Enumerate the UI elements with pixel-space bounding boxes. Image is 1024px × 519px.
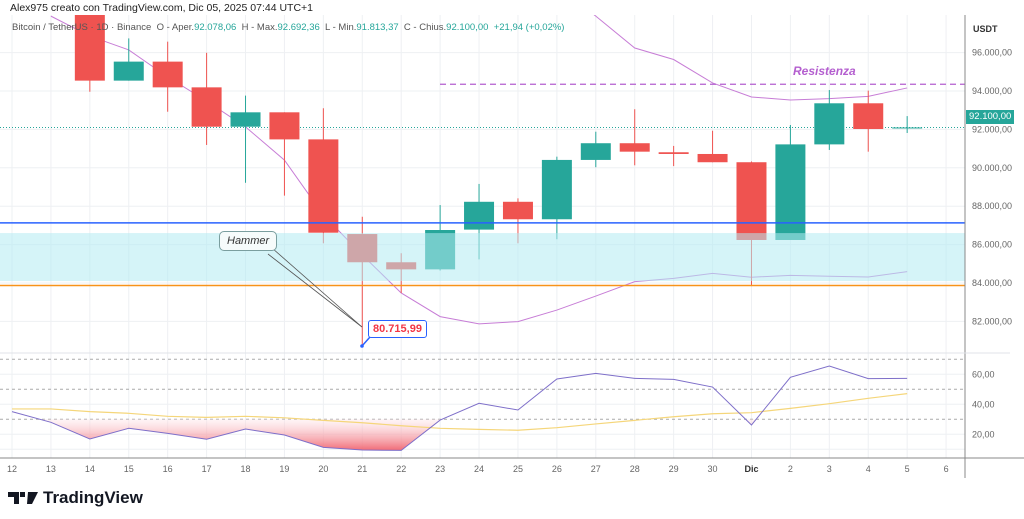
time-tick-label: 15: [124, 464, 134, 474]
rsi-oversold-fill: [39, 419, 757, 451]
candle-body-25: [502, 201, 533, 220]
rsi-line: [11, 365, 908, 451]
time-tick-label: 25: [513, 464, 523, 474]
time-tick-label: 24: [474, 464, 484, 474]
time-tick-label: 21: [357, 464, 367, 474]
rsi-tick-label: 20,00: [972, 429, 995, 439]
low-price-label[interactable]: 80.715,99: [368, 320, 427, 338]
time-tick-label: 23: [435, 464, 445, 474]
time-tick-label: 6: [944, 464, 949, 474]
low-value: 91.813,37: [356, 22, 399, 33]
candle-body-24: [464, 201, 495, 230]
candle-body-27: [580, 143, 611, 160]
close-label: C - Chius.: [403, 22, 447, 33]
candle-body-5: [892, 127, 923, 129]
price-tick-label: 96.000,00: [972, 48, 1012, 58]
interval[interactable]: 1D: [96, 22, 109, 33]
rsi-ma-line: [12, 393, 908, 431]
time-tick-label: 28: [630, 464, 640, 474]
resistance-label[interactable]: Resistenza: [793, 64, 856, 78]
close-value: 92.100,00: [446, 22, 489, 33]
time-tick-label: 12: [7, 464, 17, 474]
high-value: 92.692,36: [277, 22, 320, 33]
candle-body-28: [619, 143, 650, 152]
tradingview-logo-icon: [8, 492, 38, 504]
symbol-legend: Bitcoin / TetherUS · 1D · Binance O - Ap…: [12, 22, 565, 33]
candle-body-Dic: [736, 162, 767, 240]
candle-body-29: [658, 152, 689, 154]
time-tick-label: 19: [279, 464, 289, 474]
time-tick-label: 20: [318, 464, 328, 474]
candle-body-3: [814, 103, 845, 145]
currency-label: USDT: [973, 24, 998, 34]
rsi-tick-label: 60,00: [972, 369, 995, 379]
time-tick-label: 30: [708, 464, 718, 474]
time-tick-label: 22: [396, 464, 406, 474]
candle-body-26: [541, 159, 572, 220]
price-tick-label: 84.000,00: [972, 278, 1012, 288]
time-tick-label: 16: [163, 464, 173, 474]
time-tick-label: 4: [866, 464, 871, 474]
candle-body-20: [308, 139, 339, 233]
price-tick-label: 90.000,00: [972, 163, 1012, 173]
change-value: +21,94 (+0,02%): [493, 22, 565, 33]
time-tick-label: 14: [85, 464, 95, 474]
candle-body-18: [230, 112, 261, 127]
open-value: 92.078,06: [194, 22, 237, 33]
rsi-pane[interactable]: [0, 358, 965, 451]
candle-body-16: [152, 61, 183, 88]
open-label: O - Aper.: [156, 22, 195, 33]
tradingview-logo[interactable]: TradingView: [8, 488, 143, 508]
candle-body-17: [191, 87, 222, 127]
time-tick-label: 5: [905, 464, 910, 474]
axes: 96.000,00 94.000,00 92.000,00 90.000,00 88.0…: [0, 15, 1024, 478]
time-tick-label: 3: [827, 464, 832, 474]
exchange: Binance: [116, 22, 152, 33]
hammer-callout[interactable]: Hammer: [219, 231, 278, 251]
price-tick-label: 86.000,00: [972, 240, 1012, 250]
upper-band-line: [593, 15, 908, 101]
time-tick-label: 27: [591, 464, 601, 474]
support-zone: [0, 233, 965, 282]
price-pane[interactable]: [0, 0, 965, 347]
chart-header: Alex975 creato con TradingView.com, Dic …: [10, 2, 314, 14]
candle-body-14: [74, 15, 105, 81]
candle-body-15: [113, 61, 144, 81]
time-tick-label: 2: [788, 464, 793, 474]
time-tick-label: 26: [552, 464, 562, 474]
candle-body-2: [775, 144, 806, 240]
time-tick-label: 13: [46, 464, 56, 474]
price-tick-label: 82.000,00: [972, 316, 1012, 326]
low-label: L - Min.: [325, 22, 357, 33]
candle-body-4: [853, 103, 884, 130]
current-price-label: 92.100,00: [966, 110, 1015, 124]
hammer-callout-lines: [267, 247, 371, 348]
symbol-name[interactable]: Bitcoin / TetherUS: [12, 22, 88, 33]
high-label: H - Max.: [241, 22, 278, 33]
candle-body-30: [697, 153, 728, 163]
time-tick-label: 18: [241, 464, 251, 474]
price-tick-label: 92.000,00: [972, 124, 1012, 134]
price-tick-label: 88.000,00: [972, 201, 1012, 211]
time-tick-label: Dic: [744, 464, 758, 474]
candle-body-19: [269, 112, 300, 140]
time-tick-label: 17: [202, 464, 212, 474]
rsi-tick-label: 40,00: [972, 399, 995, 409]
price-tick-label: 94.000,00: [972, 86, 1012, 96]
logo-text: TradingView: [43, 488, 143, 507]
time-tick-label: 29: [669, 464, 679, 474]
